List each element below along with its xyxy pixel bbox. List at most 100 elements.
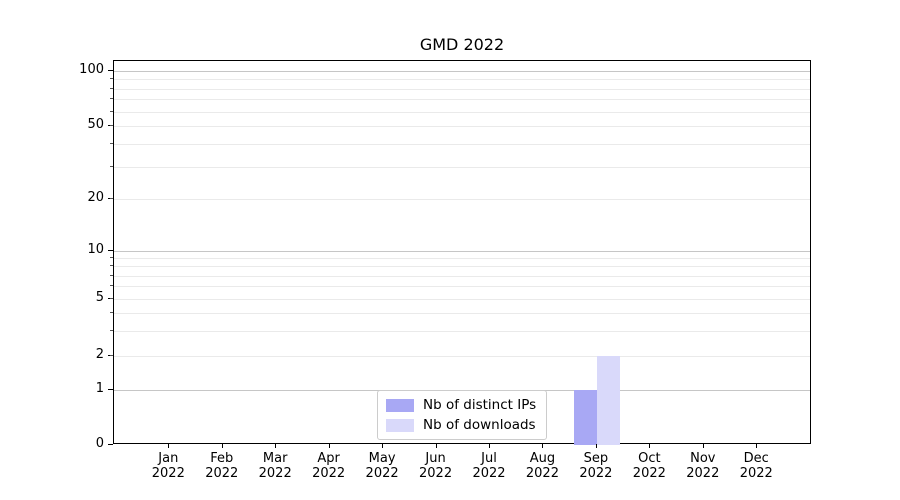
gridline-major — [114, 71, 810, 72]
gridline-minor — [114, 79, 810, 81]
gridline-minor — [114, 356, 810, 357]
x-tick-year: 2022 — [686, 466, 720, 481]
y-tick-label: 20 — [87, 190, 104, 205]
y-tick-mark — [108, 250, 113, 251]
x-tick-label: Jan 2022 — [140, 451, 196, 481]
x-tick-mark — [328, 444, 330, 448]
x-tick-label: Oct 2022 — [621, 451, 677, 481]
gridline-major — [114, 251, 810, 252]
y-tick-label: 5 — [95, 290, 104, 305]
x-tick-year: 2022 — [579, 466, 613, 481]
x-tick-mark — [702, 444, 704, 448]
y-minor-tick-mark — [110, 98, 113, 100]
x-tick-year: 2022 — [472, 466, 506, 481]
x-tick-mark — [382, 444, 384, 448]
x-tick-year: 2022 — [151, 466, 185, 481]
x-tick-mark — [649, 444, 651, 448]
legend-item-distinct-ips: Nb of distinct IPs — [386, 397, 536, 413]
y-minor-tick-mark — [110, 285, 113, 287]
x-tick-month: Sep — [583, 451, 609, 466]
x-tick-month: Nov — [690, 451, 716, 466]
x-tick-label: Aug 2022 — [514, 451, 570, 481]
gridline-minor — [114, 312, 810, 314]
y-tick-mark — [108, 389, 113, 390]
x-tick-mark — [756, 444, 758, 448]
x-tick-month: Jul — [481, 451, 497, 466]
x-tick-month: Oct — [638, 451, 661, 466]
x-tick-label: Mar 2022 — [247, 451, 303, 481]
x-tick-year: 2022 — [312, 466, 346, 481]
y-minor-tick-mark — [110, 274, 113, 276]
x-tick-label: May 2022 — [354, 451, 410, 481]
y-minor-tick-mark — [110, 165, 113, 167]
x-tick-mark — [275, 444, 277, 448]
chart-title: GMD 2022 — [419, 35, 505, 54]
x-tick-label: Jul 2022 — [461, 451, 517, 481]
x-tick-month: Dec — [743, 451, 769, 466]
x-tick-mark — [489, 444, 490, 448]
x-tick-label: Nov 2022 — [675, 451, 731, 481]
legend-label-downloads: Nb of downloads — [423, 417, 536, 433]
x-tick-label: Apr 2022 — [301, 451, 357, 481]
bar-distinct-ips — [573, 390, 597, 445]
y-minor-tick-mark — [110, 311, 113, 313]
y-minor-tick-mark — [110, 142, 113, 144]
x-tick-label: Sep 2022 — [568, 451, 624, 481]
x-tick-mark — [595, 444, 597, 448]
x-tick-label: Jun 2022 — [408, 451, 464, 481]
gridline-minor — [114, 143, 810, 145]
y-minor-tick-mark — [110, 265, 113, 267]
bar-downloads — [596, 356, 620, 445]
x-tick-year: 2022 — [739, 466, 773, 481]
gridline-minor — [114, 258, 810, 260]
legend-item-downloads: Nb of downloads — [386, 417, 536, 433]
y-tick-label: 2 — [95, 347, 104, 362]
x-tick-label: Dec 2022 — [728, 451, 784, 481]
legend-swatch-distinct-ips-icon — [386, 398, 414, 412]
y-tick-label: 50 — [87, 117, 104, 132]
plot-area — [113, 60, 811, 445]
gridline-minor — [114, 166, 810, 168]
y-minor-tick-mark — [110, 87, 113, 89]
gridline-minor — [114, 266, 810, 268]
x-tick-month: Jun — [425, 451, 446, 466]
gridline-minor — [114, 286, 810, 288]
y-minor-tick-mark — [110, 78, 113, 80]
x-tick-mark — [435, 444, 437, 448]
y-minor-tick-mark — [110, 355, 113, 356]
x-tick-mark — [221, 444, 223, 448]
x-tick-year: 2022 — [419, 466, 453, 481]
legend: Nb of distinct IPs Nb of downloads — [377, 390, 548, 440]
y-tick-label: 0 — [95, 436, 104, 451]
x-tick-month: Aug — [529, 451, 556, 466]
y-minor-tick-mark — [110, 110, 113, 112]
x-tick-month: May — [368, 451, 396, 466]
gridline-minor — [114, 88, 810, 90]
x-tick-year: 2022 — [258, 466, 292, 481]
x-tick-year: 2022 — [365, 466, 399, 481]
legend-swatch-downloads-icon — [386, 418, 414, 432]
y-minor-tick-mark — [110, 198, 113, 199]
y-tick-label: 10 — [87, 242, 104, 257]
y-tick-label: 100 — [79, 62, 104, 77]
gridline-minor — [114, 111, 810, 113]
y-minor-tick-mark — [110, 257, 113, 259]
gridline-minor — [114, 275, 810, 277]
x-tick-label: Feb 2022 — [194, 451, 250, 481]
y-minor-tick-mark — [110, 298, 113, 299]
gridline-minor — [114, 299, 810, 300]
x-tick-mark — [168, 444, 170, 448]
gridline-minor — [114, 126, 810, 127]
gridline-minor — [114, 99, 810, 101]
gridline-minor — [114, 199, 810, 200]
y-tick-mark — [108, 70, 113, 71]
y-tick-mark — [108, 444, 113, 445]
y-minor-tick-mark — [110, 125, 113, 126]
y-tick-label: 1 — [95, 381, 104, 396]
x-tick-year: 2022 — [205, 466, 239, 481]
x-tick-month: Feb — [210, 451, 234, 466]
y-minor-tick-mark — [110, 329, 113, 331]
x-tick-mark — [542, 444, 544, 448]
x-tick-year: 2022 — [525, 466, 559, 481]
x-tick-year: 2022 — [632, 466, 666, 481]
